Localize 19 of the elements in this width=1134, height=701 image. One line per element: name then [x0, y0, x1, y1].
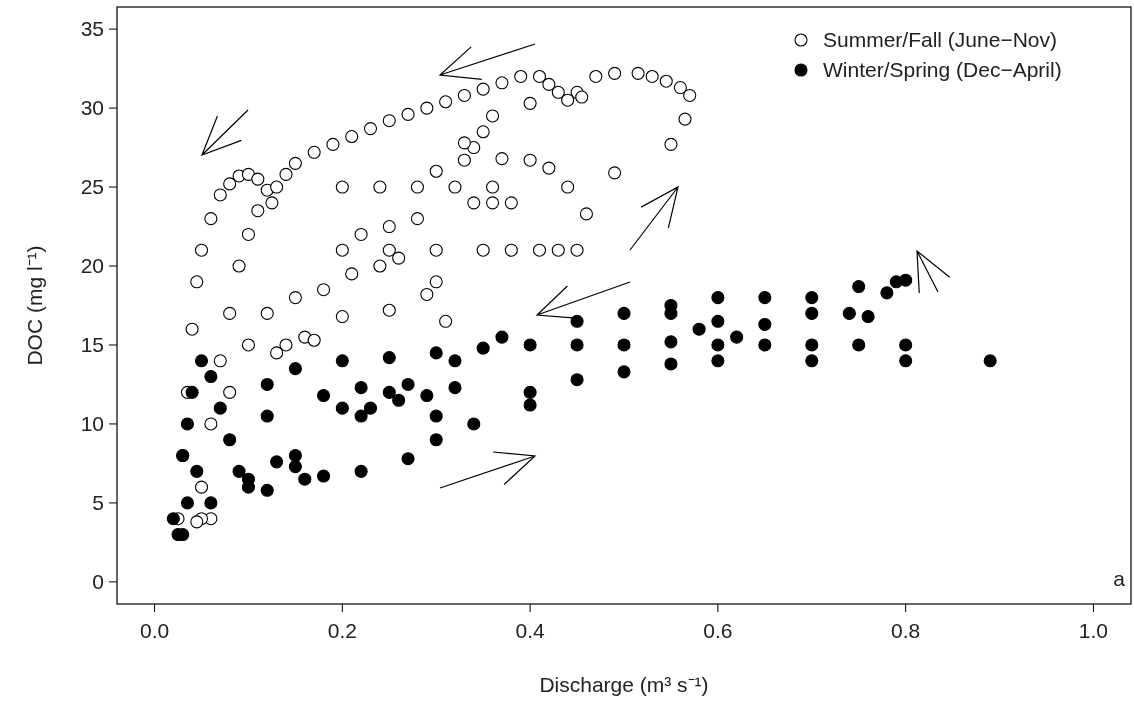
y-tick-label: 25 [80, 175, 104, 199]
y-tick-label: 35 [80, 17, 104, 41]
legend-label: Winter/Spring (Dec−April) [823, 58, 1062, 82]
x-tick-label: 0.2 [327, 619, 357, 642]
x-tick-label: 0.6 [703, 619, 733, 642]
y-axis-title: DOC (mg l⁻¹) [23, 245, 46, 366]
x-axis-title: Discharge (m³ s⁻¹) [539, 673, 709, 696]
x-tick-label: 0.0 [139, 619, 170, 642]
x-tick-label: 1.0 [1078, 619, 1109, 642]
legend-label: Summer/Fall (June−Nov) [823, 28, 1057, 52]
y-tick-label: 15 [80, 333, 104, 357]
y-tick-label: 0 [92, 570, 104, 594]
x-tick-label: 0.8 [891, 619, 921, 642]
y-tick-label: 30 [80, 96, 104, 120]
y-tick-label: 10 [80, 412, 104, 436]
annotation: a [1113, 567, 1126, 590]
y-tick-label: 5 [92, 491, 104, 515]
y-tick-label: 20 [80, 254, 104, 278]
x-tick-label: 0.4 [515, 619, 546, 642]
